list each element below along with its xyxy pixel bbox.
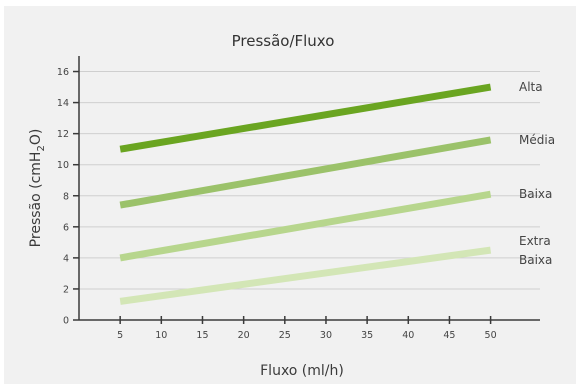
y-tick-label: 8 [63,191,69,202]
x-tick-label: 50 [485,330,497,341]
x-tick-label: 45 [443,330,455,341]
series-group: Alta Média Baixa Extra Baixa [119,80,555,305]
y-tick-label: 6 [63,222,69,233]
x-axis-label: Fluxo (ml/h) [260,363,344,379]
y-tick-label: 12 [57,129,69,140]
x-tick-label: 5 [117,330,123,341]
series-line [119,83,492,153]
series-line [119,246,492,305]
x-tick-label: 40 [402,330,414,341]
y-tick-label: 2 [63,284,69,295]
y-tick-label: 0 [63,316,69,327]
y-tick-label: 10 [57,160,69,171]
series-label: Baixa [519,187,552,201]
series-label: Baixa [519,253,552,267]
y-tick-label: 4 [63,253,69,264]
y-tick-label: 14 [57,98,69,109]
x-tick-label: 15 [196,330,208,341]
series-label: Alta [519,80,543,94]
x-tick-label: 20 [238,330,250,341]
y-tick-label: 16 [57,67,69,78]
y-axis-label: Pressão (cmH2O) [28,129,47,248]
series-label: Média [519,133,555,147]
chart-title: Pressão/Fluxo [232,32,335,50]
x-tick-label: 10 [155,330,167,341]
axes: 0 2 4 6 8 10 12 14 16 5 10 15 20 25 30 35 40 45 50 [57,56,540,341]
x-tick-label: 35 [361,330,373,341]
x-tick-label: 30 [320,330,332,341]
x-tick-label: 25 [279,330,291,341]
series-line [119,190,492,262]
series-line [119,136,492,209]
series-label: Extra [519,234,551,248]
